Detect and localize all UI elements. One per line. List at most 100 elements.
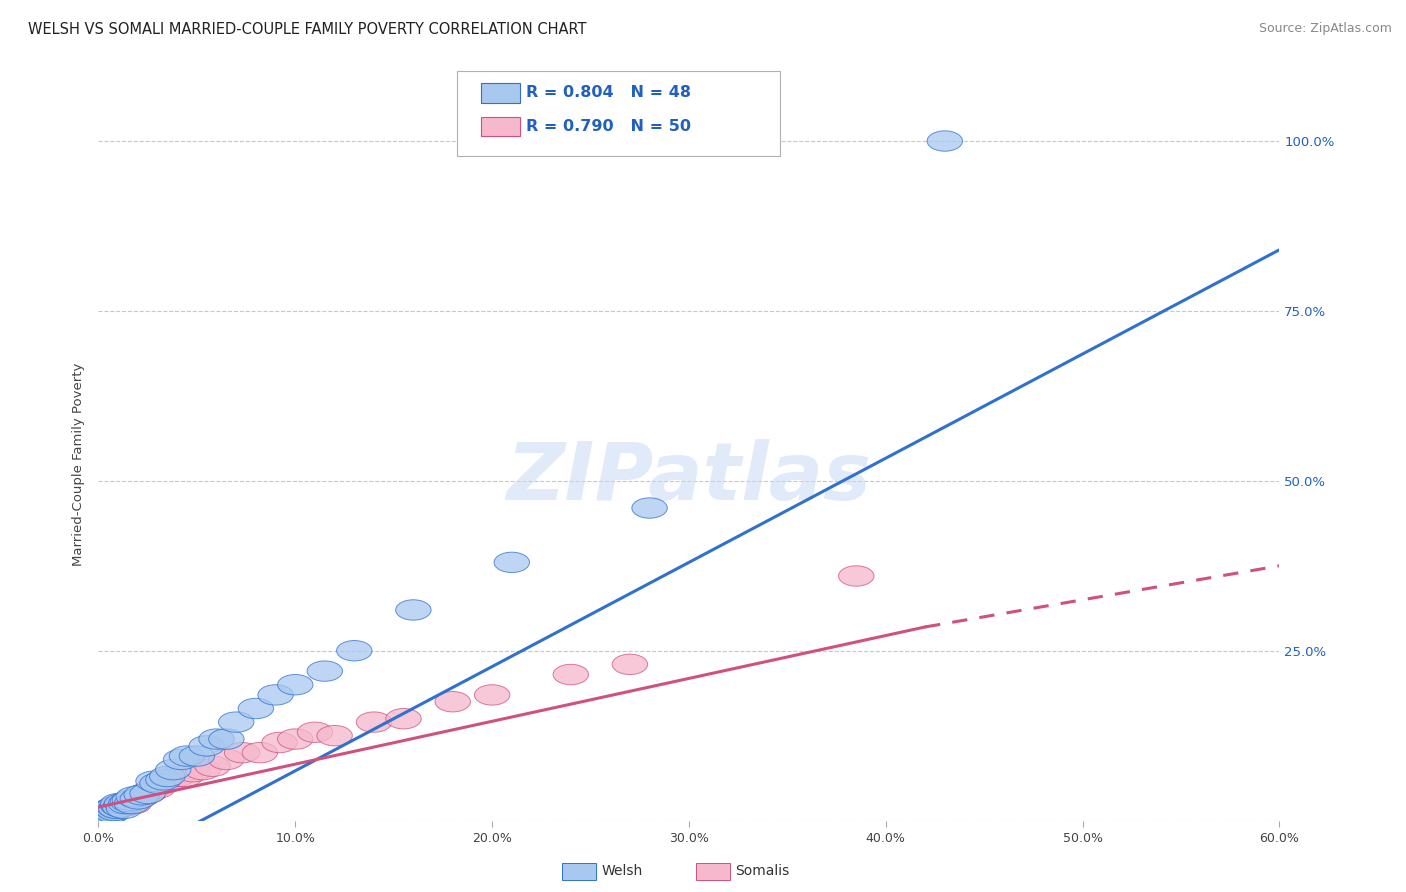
Ellipse shape [93,804,128,824]
Ellipse shape [89,804,124,824]
Ellipse shape [385,708,422,729]
Ellipse shape [139,778,176,798]
Ellipse shape [218,712,254,732]
Ellipse shape [90,800,127,821]
Ellipse shape [146,773,181,794]
Ellipse shape [89,802,124,822]
Ellipse shape [98,798,134,819]
Text: Source: ZipAtlas.com: Source: ZipAtlas.com [1258,22,1392,36]
Ellipse shape [307,661,343,681]
Ellipse shape [238,698,274,719]
Ellipse shape [336,640,373,661]
Ellipse shape [114,794,149,814]
Ellipse shape [98,798,134,819]
Ellipse shape [169,746,205,766]
Ellipse shape [494,552,530,573]
Ellipse shape [93,799,128,820]
Ellipse shape [553,665,589,685]
Ellipse shape [124,785,159,805]
Text: Somalis: Somalis [735,864,790,879]
Ellipse shape [124,787,159,807]
Ellipse shape [128,783,163,804]
Ellipse shape [316,725,353,746]
Ellipse shape [927,131,963,152]
Ellipse shape [129,783,166,804]
Ellipse shape [156,759,191,780]
Ellipse shape [159,766,195,787]
Text: Welsh: Welsh [602,864,643,879]
Ellipse shape [104,794,139,814]
Text: R = 0.790   N = 50: R = 0.790 N = 50 [526,120,690,134]
Ellipse shape [179,746,215,766]
Ellipse shape [132,782,167,802]
Ellipse shape [94,798,129,819]
Ellipse shape [93,800,128,821]
Ellipse shape [120,789,156,809]
Ellipse shape [84,807,120,828]
Ellipse shape [225,742,260,763]
Ellipse shape [136,778,172,798]
Ellipse shape [87,804,122,824]
Ellipse shape [188,736,225,756]
Ellipse shape [395,599,432,620]
Ellipse shape [90,805,127,825]
Ellipse shape [100,796,136,816]
Text: WELSH VS SOMALI MARRIED-COUPLE FAMILY POVERTY CORRELATION CHART: WELSH VS SOMALI MARRIED-COUPLE FAMILY PO… [28,22,586,37]
Ellipse shape [149,766,186,787]
Ellipse shape [117,794,152,814]
Ellipse shape [107,798,142,819]
Ellipse shape [87,805,122,825]
Ellipse shape [112,790,148,811]
Ellipse shape [297,723,333,742]
Ellipse shape [838,566,875,586]
Ellipse shape [97,797,132,817]
Ellipse shape [163,749,198,770]
Text: ZIPatlas: ZIPatlas [506,439,872,517]
Ellipse shape [277,729,314,749]
Ellipse shape [120,789,156,809]
Text: R = 0.804   N = 48: R = 0.804 N = 48 [526,86,690,100]
Ellipse shape [90,804,127,824]
Ellipse shape [631,498,668,518]
Ellipse shape [90,802,127,822]
Ellipse shape [117,787,152,807]
Ellipse shape [242,742,277,763]
Ellipse shape [198,729,235,749]
Ellipse shape [110,791,146,812]
Ellipse shape [103,797,138,817]
Ellipse shape [94,801,129,822]
Ellipse shape [110,791,146,812]
Ellipse shape [208,749,245,770]
Ellipse shape [434,691,471,712]
Ellipse shape [146,770,181,790]
Ellipse shape [195,756,231,776]
Ellipse shape [136,771,172,791]
Ellipse shape [100,794,136,814]
Ellipse shape [100,796,136,816]
Ellipse shape [208,729,245,749]
Ellipse shape [356,712,392,732]
Ellipse shape [112,794,148,814]
Ellipse shape [139,773,176,794]
Ellipse shape [108,796,143,816]
Y-axis label: Married-Couple Family Poverty: Married-Couple Family Poverty [72,362,86,566]
Ellipse shape [103,797,138,817]
Ellipse shape [114,790,149,811]
Ellipse shape [152,771,187,791]
Ellipse shape [167,766,202,787]
Ellipse shape [93,802,128,822]
Ellipse shape [94,802,129,822]
Ellipse shape [97,797,132,817]
Ellipse shape [84,807,120,828]
Ellipse shape [108,794,143,814]
Ellipse shape [186,759,221,780]
Ellipse shape [94,798,129,819]
Ellipse shape [612,654,648,674]
Ellipse shape [89,802,124,822]
Ellipse shape [87,805,122,825]
Ellipse shape [104,796,139,816]
Ellipse shape [176,762,211,782]
Ellipse shape [97,799,132,820]
Ellipse shape [87,806,122,827]
Ellipse shape [97,800,132,821]
